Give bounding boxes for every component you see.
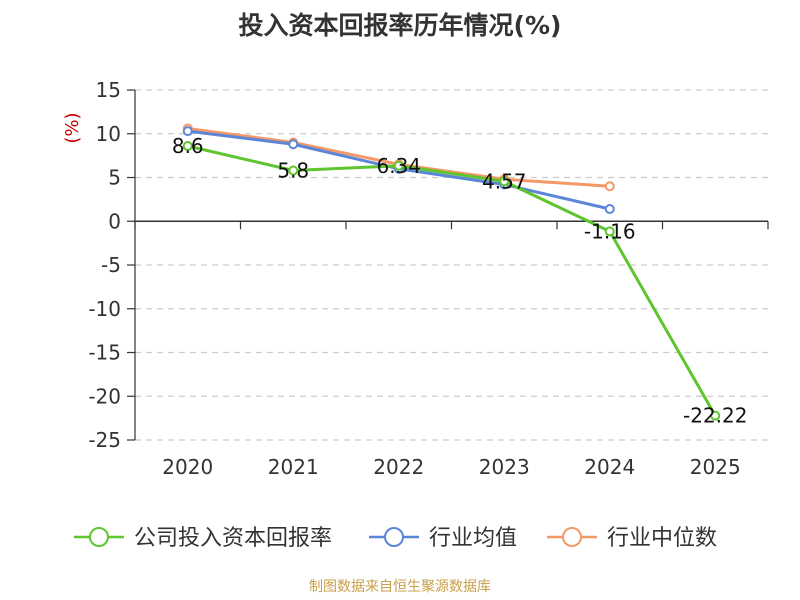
data-point[interactable] bbox=[182, 126, 193, 137]
x-tick-label: 2025 bbox=[690, 455, 741, 479]
legend-marker bbox=[89, 527, 109, 547]
legend-marker bbox=[384, 527, 404, 547]
y-tick-label: 5 bbox=[108, 166, 121, 190]
y-tick-label: -20 bbox=[88, 384, 121, 408]
data-point[interactable] bbox=[499, 176, 510, 187]
data-label: 4.57 bbox=[482, 169, 527, 193]
series-layer bbox=[182, 123, 721, 421]
grid-lines bbox=[135, 89, 768, 441]
data-source: 制图数据来自恒生聚源数据库 bbox=[309, 579, 491, 595]
series-line bbox=[187, 144, 717, 417]
data-point[interactable] bbox=[604, 181, 615, 192]
x-tick-label: 2021 bbox=[268, 455, 319, 479]
data-point[interactable] bbox=[182, 141, 193, 151]
legend-label: 公司投入资本回报率 bbox=[134, 526, 332, 551]
data-point[interactable] bbox=[604, 226, 615, 237]
x-tick-label: 2023 bbox=[479, 455, 530, 479]
data-label: 8.6 bbox=[172, 134, 204, 158]
legend-label: 行业中位数 bbox=[607, 526, 717, 551]
x-tick-label: 2024 bbox=[584, 455, 635, 479]
y-tick-label: -15 bbox=[88, 341, 121, 365]
data-label: -22.22 bbox=[683, 404, 747, 428]
y-tick-label: 10 bbox=[96, 122, 121, 146]
data-point[interactable] bbox=[710, 410, 721, 421]
x-tick-label: 2020 bbox=[162, 455, 213, 479]
y-tick-label: -5 bbox=[101, 253, 121, 277]
data-point[interactable] bbox=[288, 139, 299, 150]
data-label: 5.8 bbox=[277, 159, 309, 183]
y-tick-label: -10 bbox=[88, 297, 121, 321]
axes: 15 10 5 0 -5 -10 -15 -20 -25 2020 2021 2022 2023 2024… bbox=[88, 78, 769, 479]
y-tick-label: -25 bbox=[88, 428, 121, 452]
data-label: -1.16 bbox=[584, 219, 636, 243]
x-tick-label: 2022 bbox=[373, 455, 424, 479]
y-tick-label: 0 bbox=[108, 209, 121, 233]
legend-label: 行业均值 bbox=[429, 526, 517, 551]
data-point[interactable] bbox=[393, 160, 404, 171]
data-point[interactable] bbox=[288, 165, 299, 176]
chart-title: 投入资本回报率历年情况(%) bbox=[238, 11, 562, 40]
legend-item[interactable]: 公司投入资本回报率 bbox=[74, 526, 332, 551]
legend[interactable]: 公司投入资本回报率 行业均值 行业中位数 bbox=[74, 526, 717, 551]
legend-item[interactable]: 行业均值 bbox=[369, 526, 517, 551]
y-tick-label: 15 bbox=[96, 78, 121, 102]
data-labels: 8.6 5.8 6.34 4.57 -1.16 -22.22 bbox=[172, 134, 748, 428]
legend-marker bbox=[562, 527, 582, 547]
y-axis-label: (%) bbox=[62, 112, 83, 143]
data-point[interactable] bbox=[604, 204, 615, 214]
data-label: 6.34 bbox=[376, 154, 421, 178]
legend-item[interactable]: 行业中位数 bbox=[547, 526, 717, 551]
